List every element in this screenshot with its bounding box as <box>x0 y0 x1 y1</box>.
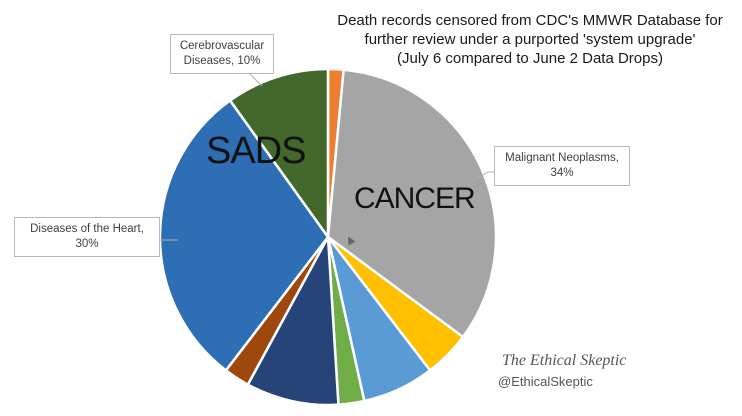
annotation-cancer: CANCER <box>354 182 476 215</box>
callout-cerebrovascular-diseases: Cerebrovascular Diseases, 10% <box>170 34 274 74</box>
chart-title-line-3: (July 6 compared to June 2 Data Drops) <box>397 50 663 67</box>
callout-diseases-of-the-heart: Diseases of the Heart, 30% <box>14 217 160 257</box>
callout-heart-percent: 30% <box>75 238 99 250</box>
chart-title-line-2: further review under a purported 'system… <box>364 31 696 48</box>
annotation-sads: SADS <box>206 130 306 172</box>
pie-slice-5 <box>246 235 340 407</box>
pie-slice-7 <box>158 99 330 372</box>
pie-slice-1 <box>326 68 498 339</box>
leader-line-malignant <box>469 171 494 183</box>
watermark-name: The Ethical Skeptic <box>502 352 627 369</box>
pie-slice-8 <box>228 67 330 239</box>
callout-malignant-neoplasms: Malignant Neoplasms, 34% <box>494 146 630 186</box>
chart-title-line-1: Death records censored from CDC's MMWR D… <box>337 12 723 29</box>
watermark-handle: @EthicalSkeptic <box>498 374 593 389</box>
leader-line-cerebro <box>247 71 263 87</box>
callout-malignant-percent: 34% <box>550 167 574 179</box>
callout-malignant-label: Malignant Neoplasms, <box>505 152 619 164</box>
callout-cerebro-percent: Diseases, 10% <box>183 55 261 67</box>
callout-heart-label: Diseases of the Heart, <box>30 223 144 235</box>
callout-cerebro-label: Cerebrovascular <box>179 40 265 52</box>
